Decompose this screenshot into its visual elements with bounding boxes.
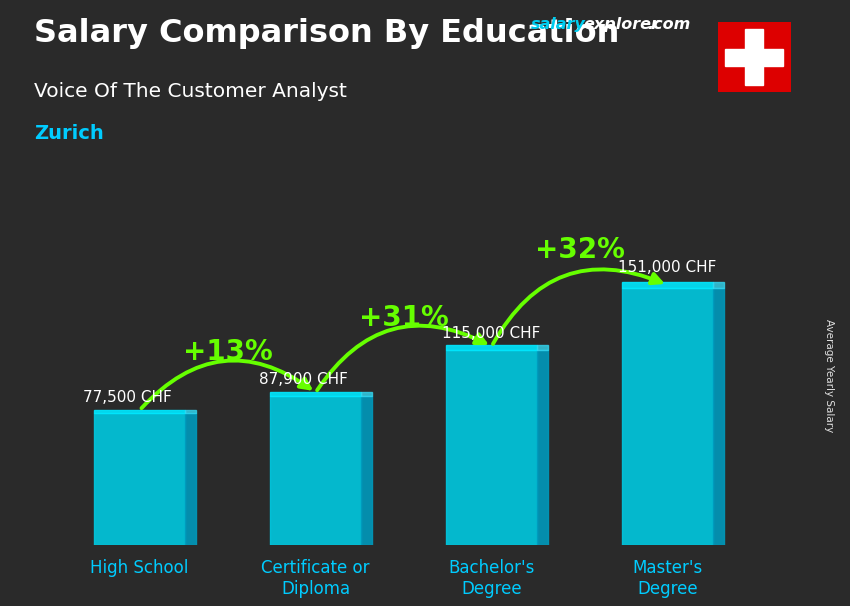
Text: +13%: +13% [183, 338, 273, 365]
Text: 77,500 CHF: 77,500 CHF [83, 390, 172, 405]
Text: +31%: +31% [359, 304, 449, 332]
Bar [94, 413, 185, 545]
Text: .com: .com [648, 17, 691, 32]
Bar [537, 345, 548, 350]
Text: Salary Comparison By Education: Salary Comparison By Education [34, 18, 620, 49]
Bar [185, 413, 196, 545]
Text: Average Yearly Salary: Average Yearly Salary [824, 319, 834, 432]
Text: Voice Of The Customer Analyst: Voice Of The Customer Analyst [34, 82, 347, 101]
Text: explorer: explorer [583, 17, 659, 32]
Bar [537, 350, 548, 545]
Text: 151,000 CHF: 151,000 CHF [618, 259, 717, 275]
Bar [622, 288, 713, 545]
Bar [361, 392, 372, 396]
Bar [446, 345, 537, 350]
Bar [446, 350, 537, 545]
Text: 115,000 CHF: 115,000 CHF [442, 326, 541, 341]
Bar [94, 410, 185, 413]
Bar [269, 396, 361, 545]
Bar [622, 282, 713, 288]
Bar [713, 288, 724, 545]
Text: salary: salary [531, 17, 586, 32]
Bar [725, 48, 783, 66]
Bar [185, 410, 196, 413]
Bar [745, 30, 763, 85]
Bar [713, 282, 724, 288]
Text: +32%: +32% [535, 236, 625, 264]
Bar [269, 392, 361, 396]
Text: Zurich: Zurich [34, 124, 104, 143]
Text: 87,900 CHF: 87,900 CHF [259, 372, 348, 387]
Bar [361, 396, 372, 545]
